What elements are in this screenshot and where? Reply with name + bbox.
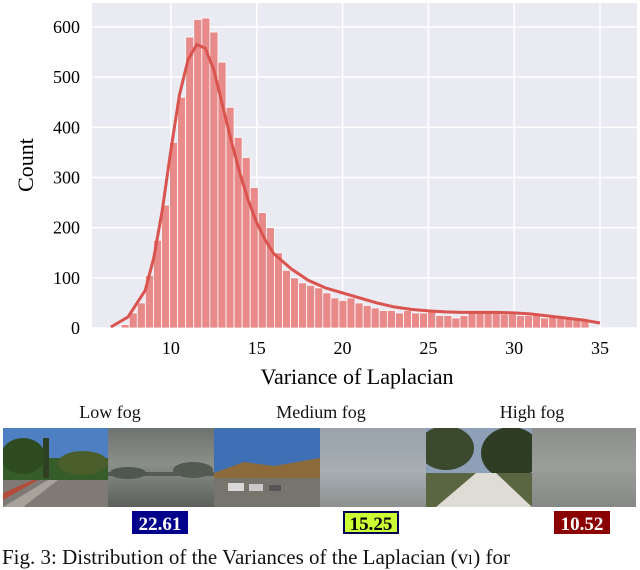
histogram-bar — [395, 312, 404, 329]
x-tick-label: 30 — [505, 338, 523, 358]
histogram-bar — [330, 297, 340, 329]
badge-low-fog: 22.61 — [132, 511, 188, 535]
histogram-bar — [346, 297, 356, 329]
histogram-bar — [475, 312, 485, 329]
histogram-bar — [386, 310, 396, 329]
y-tick-label: 400 — [53, 117, 80, 137]
x-tick-label: 20 — [334, 338, 352, 358]
badge-medium-fog: 15.25 — [343, 511, 399, 535]
y-tick-label: 500 — [53, 67, 80, 87]
histogram-bar — [120, 324, 130, 329]
histogram-bar — [177, 96, 187, 329]
medium-fog-foggy-image — [320, 428, 426, 507]
label-low-fog: Low fog — [79, 402, 141, 422]
histogram-bar — [136, 302, 146, 329]
x-tick-label: 35 — [591, 338, 609, 358]
histogram-bar — [185, 36, 195, 329]
figure-caption: Fig. 3: Distribution of the Variances of… — [2, 545, 510, 569]
histogram-bar — [467, 312, 477, 329]
histogram-chart: 10 15 20 25 30 35 0 100 200 300 400 500 600 Varianc… — [13, 3, 637, 389]
histogram-bar — [499, 313, 509, 329]
histogram-bar — [370, 307, 380, 329]
histogram-bar — [354, 302, 364, 329]
histogram-bar — [201, 17, 211, 329]
x-tick-label: 10 — [162, 338, 180, 358]
histogram-bar — [338, 300, 348, 329]
histogram-bar — [451, 317, 461, 329]
medium-fog-clear-image — [214, 428, 320, 507]
histogram-bar — [411, 312, 421, 329]
histogram-bar — [403, 310, 412, 329]
label-medium-fog: Medium fog — [276, 402, 366, 422]
low-fog-foggy-image — [108, 428, 214, 507]
histogram-bar — [298, 282, 308, 329]
low-fog-clear-image — [3, 428, 108, 507]
y-tick-label: 100 — [53, 268, 80, 288]
histogram-bar — [540, 317, 550, 329]
histogram-bar — [274, 252, 283, 329]
histogram-bar — [306, 284, 316, 329]
y-axis-label: Count — [13, 138, 38, 192]
histogram-bar — [443, 315, 453, 329]
histogram-bar — [193, 19, 203, 329]
histogram-bar — [378, 310, 388, 329]
histogram-bar — [483, 312, 493, 329]
label-high-fog: High fog — [499, 402, 565, 422]
histogram-bar — [322, 292, 332, 329]
x-tick-label: 25 — [419, 338, 437, 358]
y-tick-label: 600 — [53, 17, 80, 37]
histogram-bar — [427, 310, 437, 329]
histogram-bar — [282, 269, 291, 329]
histogram-bar — [435, 315, 445, 329]
y-tick-label: 300 — [53, 168, 80, 188]
x-axis-label: Variance of Laplacian — [261, 364, 454, 389]
histogram-bar — [516, 315, 525, 329]
y-tick-label: 200 — [53, 218, 80, 238]
x-tick-labels: 10 15 20 25 30 35 — [162, 338, 609, 358]
histogram-bar — [419, 312, 429, 329]
high-fog-foggy-image — [532, 428, 636, 507]
histogram-bar — [362, 305, 372, 329]
histogram-bar — [169, 141, 179, 329]
histogram-bar — [556, 317, 566, 329]
histogram-bar — [459, 315, 469, 329]
y-tick-label: 0 — [71, 318, 80, 338]
histogram-bar — [290, 277, 300, 329]
histogram-bar — [314, 287, 324, 329]
x-tick-label: 15 — [248, 338, 266, 358]
histogram-bar — [524, 315, 533, 329]
histogram-bar — [507, 313, 517, 329]
bars-group — [120, 17, 590, 329]
kde-line — [110, 42, 601, 329]
badge-high-fog: 10.52 — [554, 511, 610, 535]
high-fog-clear-image — [426, 428, 532, 507]
y-tick-labels: 0 100 200 300 400 500 600 — [53, 17, 80, 338]
histogram-bar — [491, 312, 501, 329]
histogram-bar — [161, 204, 170, 329]
